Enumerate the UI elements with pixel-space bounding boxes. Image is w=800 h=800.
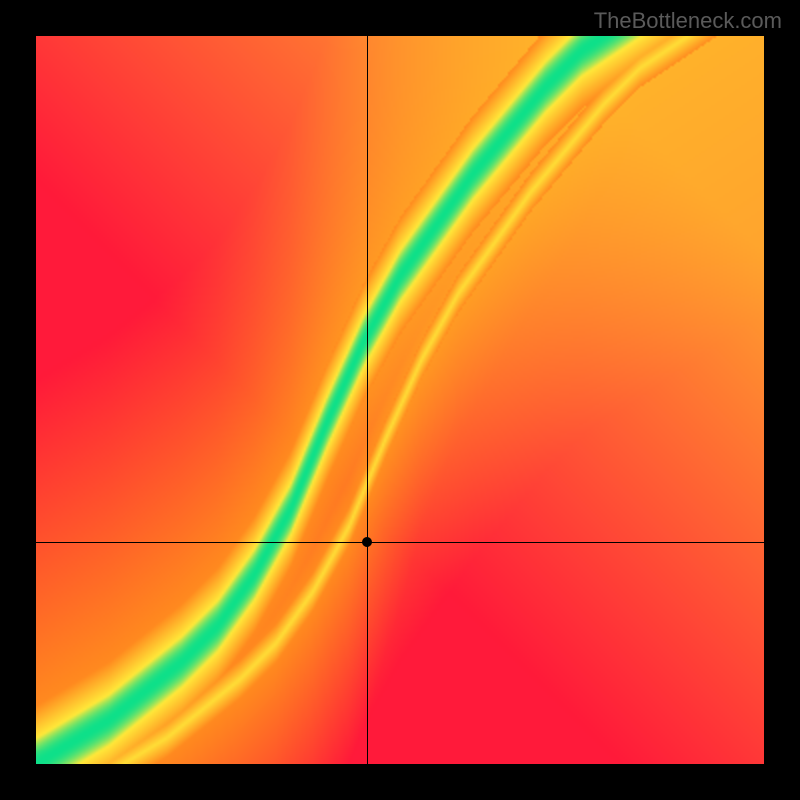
crosshair-horizontal [36, 542, 764, 543]
crosshair-marker [362, 537, 372, 547]
heatmap-canvas [36, 36, 764, 764]
watermark-text: TheBottleneck.com [594, 8, 782, 34]
heatmap-plot [36, 36, 764, 764]
crosshair-vertical [367, 36, 368, 764]
